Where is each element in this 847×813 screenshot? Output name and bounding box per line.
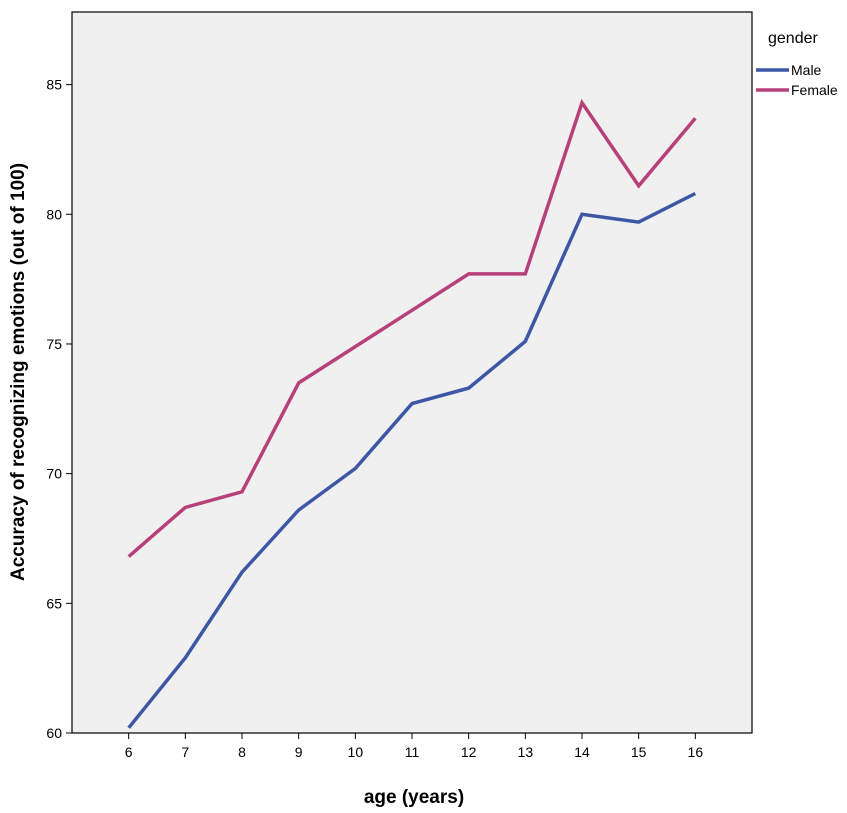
legend: gender Male Female bbox=[756, 30, 838, 98]
x-tick-label: 11 bbox=[405, 744, 420, 760]
x-axis-title: age (years) bbox=[364, 787, 464, 808]
y-tick-label: 85 bbox=[46, 77, 62, 93]
x-axis-ticks: 6 7 8 9 10 11 12 13 14 15 16 bbox=[125, 733, 704, 760]
y-tick-label: 65 bbox=[46, 595, 62, 611]
x-tick-label: 8 bbox=[238, 744, 246, 760]
y-tick-label: 70 bbox=[46, 466, 62, 482]
y-tick-label: 80 bbox=[46, 206, 62, 222]
series-lines bbox=[127, 98, 697, 729]
y-axis-title: Accuracy of recognizing emotions (out of… bbox=[8, 163, 29, 581]
y-axis-ticks: 60 65 70 75 80 85 bbox=[46, 77, 72, 741]
plot-area bbox=[71, 11, 753, 734]
x-tick-label: 12 bbox=[461, 744, 477, 760]
x-tick-label: 9 bbox=[295, 744, 303, 760]
x-tick-label: 14 bbox=[574, 744, 590, 760]
legend-title: gender bbox=[768, 30, 818, 47]
x-tick-label: 7 bbox=[181, 744, 189, 760]
legend-label-male: Male bbox=[791, 62, 822, 78]
x-tick-label: 15 bbox=[631, 744, 647, 760]
legend-label-female: Female bbox=[791, 82, 838, 98]
x-tick-label: 16 bbox=[688, 744, 704, 760]
series-line-female bbox=[127, 98, 697, 558]
x-tick-label: 13 bbox=[518, 744, 534, 760]
x-tick-label: 6 bbox=[125, 744, 133, 760]
series-line-male bbox=[127, 191, 697, 729]
x-tick-label: 10 bbox=[348, 744, 364, 760]
y-tick-label: 75 bbox=[46, 336, 62, 352]
y-tick-label: 60 bbox=[46, 725, 62, 741]
